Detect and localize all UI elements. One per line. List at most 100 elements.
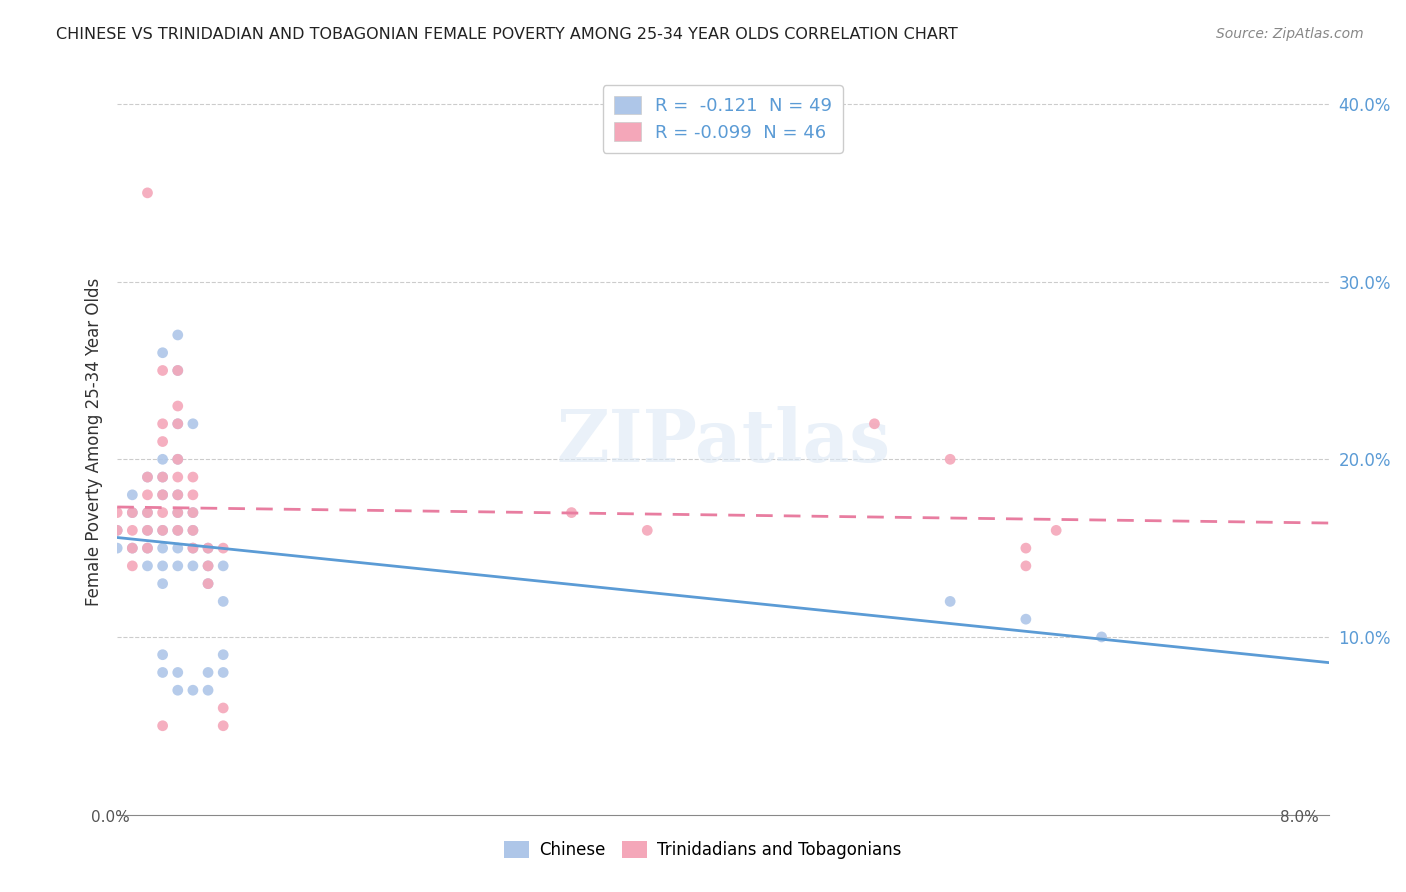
Point: [105, 541, 128, 555]
Point: [152, 452, 174, 467]
Point: [152, 524, 174, 538]
Legend: Chinese, Trinidadians and Tobagonians: Chinese, Trinidadians and Tobagonians: [498, 834, 908, 866]
Point: [152, 541, 174, 555]
Point: [1045, 524, 1067, 538]
Text: Source: ZipAtlas.com: Source: ZipAtlas.com: [1216, 27, 1364, 41]
Point: [121, 524, 143, 538]
Point: [121, 541, 143, 555]
Point: [197, 576, 219, 591]
Point: [166, 417, 188, 431]
Point: [197, 558, 219, 573]
Point: [1015, 612, 1038, 626]
Point: [152, 506, 174, 520]
Point: [136, 506, 159, 520]
Point: [166, 524, 188, 538]
Point: [166, 363, 188, 377]
Point: [105, 506, 128, 520]
Y-axis label: Female Poverty Among 25-34 Year Olds: Female Poverty Among 25-34 Year Olds: [86, 277, 103, 606]
Point: [152, 665, 174, 680]
Point: [152, 488, 174, 502]
Point: [1091, 630, 1114, 644]
Point: [136, 541, 159, 555]
Point: [121, 488, 143, 502]
Point: [105, 524, 128, 538]
Point: [166, 558, 188, 573]
Point: [136, 186, 159, 200]
Point: [1015, 541, 1038, 555]
Point: [1015, 558, 1038, 573]
Point: [152, 576, 174, 591]
Point: [166, 399, 188, 413]
Point: [181, 558, 204, 573]
Point: [152, 434, 174, 449]
Point: [212, 701, 235, 715]
Point: [121, 541, 143, 555]
Point: [152, 524, 174, 538]
Text: CHINESE VS TRINIDADIAN AND TOBAGONIAN FEMALE POVERTY AMONG 25-34 YEAR OLDS CORRE: CHINESE VS TRINIDADIAN AND TOBAGONIAN FE…: [56, 27, 957, 42]
Point: [152, 648, 174, 662]
Point: [939, 452, 962, 467]
Point: [166, 452, 188, 467]
Point: [212, 719, 235, 733]
Point: [152, 417, 174, 431]
Point: [166, 417, 188, 431]
Point: [121, 506, 143, 520]
Point: [136, 488, 159, 502]
Point: [152, 470, 174, 484]
Point: [863, 417, 886, 431]
Point: [166, 488, 188, 502]
Point: [136, 470, 159, 484]
Point: [136, 506, 159, 520]
Point: [197, 541, 219, 555]
Point: [136, 524, 159, 538]
Point: [152, 470, 174, 484]
Point: [181, 470, 204, 484]
Point: [121, 558, 143, 573]
Point: [197, 665, 219, 680]
Point: [166, 524, 188, 538]
Point: [166, 665, 188, 680]
Point: [105, 524, 128, 538]
Point: [166, 506, 188, 520]
Text: ZIPatlas: ZIPatlas: [555, 406, 890, 477]
Point: [181, 506, 204, 520]
Point: [181, 524, 204, 538]
Point: [152, 488, 174, 502]
Point: [152, 558, 174, 573]
Point: [152, 345, 174, 359]
Point: [212, 558, 235, 573]
Point: [181, 683, 204, 698]
Point: [166, 363, 188, 377]
Point: [166, 470, 188, 484]
Point: [212, 541, 235, 555]
Point: [181, 541, 204, 555]
Point: [197, 683, 219, 698]
Point: [166, 488, 188, 502]
Point: [166, 506, 188, 520]
Point: [181, 488, 204, 502]
Point: [136, 524, 159, 538]
Point: [152, 363, 174, 377]
Point: [136, 558, 159, 573]
Point: [212, 648, 235, 662]
Point: [212, 594, 235, 608]
Point: [181, 417, 204, 431]
Point: [181, 541, 204, 555]
Point: [939, 594, 962, 608]
Text: 0.0%: 0.0%: [91, 810, 131, 825]
Point: [636, 524, 658, 538]
Point: [197, 541, 219, 555]
Point: [121, 506, 143, 520]
Point: [166, 452, 188, 467]
Point: [197, 576, 219, 591]
Point: [197, 558, 219, 573]
Point: [166, 541, 188, 555]
Point: [136, 541, 159, 555]
Point: [212, 665, 235, 680]
Text: 8.0%: 8.0%: [1279, 810, 1319, 825]
Point: [181, 506, 204, 520]
Point: [166, 328, 188, 343]
Legend: R =  -0.121  N = 49, R = -0.099  N = 46: R = -0.121 N = 49, R = -0.099 N = 46: [603, 85, 844, 153]
Point: [181, 524, 204, 538]
Point: [166, 683, 188, 698]
